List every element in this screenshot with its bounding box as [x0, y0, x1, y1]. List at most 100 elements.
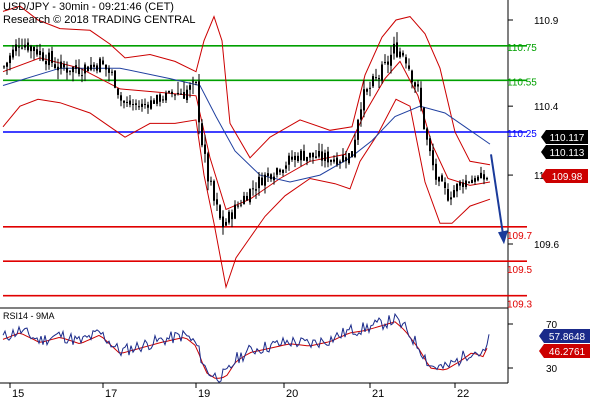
candle-body: [432, 150, 434, 166]
candle-body: [303, 150, 305, 161]
candle-body: [294, 155, 296, 160]
candle-body: [42, 52, 44, 61]
candle-body: [351, 151, 353, 158]
candle-body: [159, 94, 161, 102]
candle-body: [30, 46, 32, 52]
candle-body: [3, 66, 5, 68]
candle-body: [69, 70, 71, 72]
candle-body: [18, 46, 20, 48]
candle-body: [216, 199, 218, 205]
level-label-109.5: 109.5: [507, 265, 532, 276]
level-label-109.3: 109.3: [507, 300, 532, 311]
price-tag-label-110.117: 110.117: [550, 133, 585, 144]
candle-body: [405, 57, 407, 64]
time-axis-label: 17: [105, 388, 117, 400]
time-axis-label: 21: [372, 388, 384, 400]
candle-body: [120, 95, 122, 101]
candle-body: [465, 180, 467, 187]
chart-copyright: Research © 2018 TRADING CENTRAL: [3, 14, 196, 26]
price-tag-110.117: [546, 130, 588, 144]
candle-body: [297, 155, 299, 162]
candle-body: [273, 176, 275, 181]
candle-body: [192, 81, 194, 83]
level-label-110.55: 110.55: [507, 77, 537, 88]
candle-body: [114, 70, 116, 88]
bollinger-lower: [2, 98, 491, 290]
candle-body: [129, 100, 131, 105]
candle-body: [414, 82, 416, 87]
time-axis-label: 20: [286, 388, 298, 400]
candle-body: [393, 43, 395, 54]
candle-body: [180, 93, 182, 95]
candle-body: [348, 153, 350, 164]
candle-body: [399, 51, 401, 58]
time-axis-label: 15: [12, 388, 24, 400]
candle-body: [264, 174, 266, 186]
candle-body: [345, 157, 347, 162]
candle-body: [123, 100, 125, 103]
candle-body: [468, 181, 470, 183]
candle-body: [48, 52, 50, 66]
price-axis-label: 110.9: [534, 16, 559, 27]
moving-average: [2, 67, 491, 183]
candle-body: [168, 90, 170, 93]
candle-body: [156, 94, 158, 104]
candle-body: [396, 42, 398, 57]
candle-body: [357, 119, 359, 140]
candle-body: [444, 182, 446, 188]
candle-body: [219, 205, 221, 219]
candle-body: [126, 101, 128, 103]
candle-body: [486, 177, 488, 180]
candle-body: [354, 139, 356, 157]
candle-body: [459, 181, 461, 186]
candle-body: [84, 64, 86, 74]
candle-body: [282, 169, 284, 173]
candle-body: [255, 189, 257, 191]
candle-body: [327, 151, 329, 163]
candle-body: [183, 92, 185, 99]
candle-body: [456, 183, 458, 192]
candle-body: [105, 64, 107, 70]
candle-body: [39, 50, 41, 55]
candle-body: [330, 159, 332, 162]
candle-body: [333, 159, 335, 162]
candle-body: [402, 52, 404, 56]
candle-body: [291, 156, 293, 160]
candle-body: [237, 205, 239, 207]
candle-body: [234, 204, 236, 219]
rsi-tag-0: [544, 329, 590, 343]
candle-body: [45, 60, 47, 65]
candle-body: [306, 156, 308, 162]
candle-body: [336, 157, 338, 165]
candle-body: [483, 174, 485, 180]
candle-body: [78, 67, 80, 75]
price-tag-label-109.98: 109.98: [552, 172, 583, 183]
candle-body: [411, 70, 413, 83]
candle-body: [360, 109, 362, 120]
candle-body: [171, 91, 173, 95]
candle-body: [111, 71, 113, 73]
candle-body: [153, 100, 155, 104]
candle-body: [462, 182, 464, 187]
rsi-tag-pointer: [539, 329, 544, 343]
candle-body: [75, 65, 77, 69]
rsi-title: RSI14 - 9MA: [3, 311, 55, 321]
candle-body: [366, 89, 368, 92]
candle-body: [420, 87, 422, 108]
candle-body: [222, 216, 224, 228]
rsi-tag-pointer: [539, 344, 544, 358]
candle-body: [204, 144, 206, 154]
candle-body: [36, 49, 38, 55]
rsi-axis-label: 70: [546, 320, 558, 331]
candle-body: [243, 195, 245, 204]
candle-body: [372, 76, 374, 87]
candle-body: [228, 211, 230, 223]
candle-body: [435, 163, 437, 180]
candle-body: [177, 92, 179, 95]
candle-body: [381, 64, 383, 81]
candle-body: [213, 181, 215, 201]
candle-body: [324, 152, 326, 161]
candle-body: [189, 85, 191, 90]
price-tag-109.98: [546, 169, 588, 183]
